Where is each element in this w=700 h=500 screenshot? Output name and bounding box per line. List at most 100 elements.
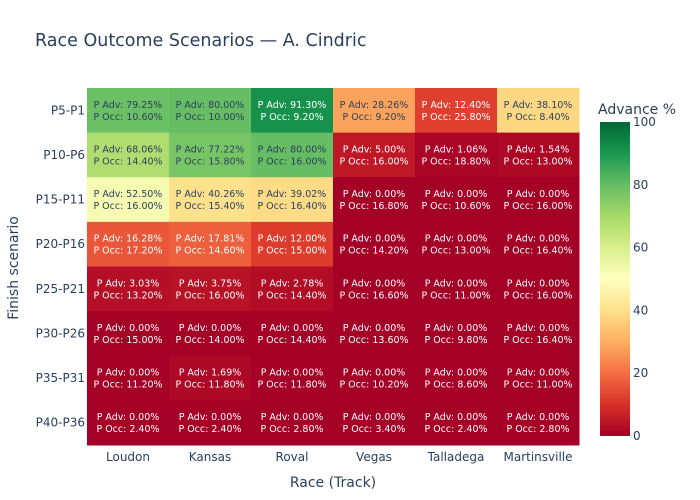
heatmap-cell: [251, 311, 334, 357]
cell-label-adv: P Adv: 0.00%: [425, 368, 488, 379]
colorbar-gradient: [600, 122, 630, 436]
cell-label-adv: P Adv: 1.69%: [179, 368, 242, 379]
heatmap-cell: [251, 400, 334, 446]
cell-label-adv: P Adv: 5.00%: [343, 144, 406, 155]
cell-label-occ: P Occ: 14.20%: [339, 246, 408, 257]
y-tick-label: P35-P31: [36, 371, 85, 385]
cell-label-adv: P Adv: 2.78%: [261, 278, 324, 289]
cell-label-adv: P Adv: 0.00%: [179, 412, 242, 423]
cell-label-occ: P Occ: 14.40%: [93, 156, 162, 167]
heatmap-cell: [497, 132, 580, 178]
heatmap-cell: [169, 132, 252, 178]
heatmap-cell: [415, 177, 498, 223]
cell-label-occ: P Occ: 2.40%: [178, 424, 241, 435]
cell-label-occ: P Occ: 15.00%: [257, 246, 326, 257]
heatmap-cell: [415, 311, 498, 357]
heatmap-cell: [497, 177, 580, 223]
cell-label-adv: P Adv: 0.00%: [507, 412, 570, 423]
cell-label-adv: P Adv: 0.00%: [343, 278, 406, 289]
y-tick-label: P20-P16: [36, 237, 85, 251]
cell-label-adv: P Adv: 0.00%: [425, 189, 488, 200]
chart-title: Race Outcome Scenarios — A. Cindric: [35, 31, 366, 51]
cell-label-adv: P Adv: 39.02%: [258, 189, 327, 200]
cell-label-adv: P Adv: 91.30%: [258, 100, 327, 111]
heatmap-cell: [251, 132, 334, 178]
cell-label-occ: P Occ: 2.40%: [96, 424, 159, 435]
heatmap-cell: [415, 132, 498, 178]
cell-label-adv: P Adv: 77.22%: [176, 144, 245, 155]
x-axis-ticks: Loudon Kansas Roval Vegas Talladega Martinsvi…: [106, 450, 573, 464]
heatmap-cell: [169, 311, 252, 357]
y-tick-label: P25-P21: [36, 282, 85, 296]
heatmap-cell: [333, 177, 416, 223]
cell-label-occ: P Occ: 2.80%: [506, 424, 569, 435]
cell-label-occ: P Occ: 16.00%: [503, 201, 572, 212]
colorbar-tick-label: 20: [633, 366, 648, 380]
cell-label-occ: P Occ: 14.00%: [175, 335, 244, 346]
cell-label-occ: P Occ: 10.20%: [339, 380, 408, 391]
cell-label-occ: P Occ: 9.80%: [424, 335, 487, 346]
cell-label-occ: P Occ: 2.80%: [260, 424, 323, 435]
cell-label-adv: P Adv: 16.28%: [94, 234, 163, 245]
cell-label-occ: P Occ: 13.00%: [503, 156, 572, 167]
heatmap-cell: [497, 355, 580, 401]
colorbar-tick-label: 0: [633, 429, 641, 443]
cell-label-adv: P Adv: 79.25%: [94, 100, 163, 111]
heatmap-cell: [169, 177, 252, 223]
cell-label-adv: P Adv: 17.81%: [176, 234, 245, 245]
cell-label-occ: P Occ: 16.60%: [339, 290, 408, 301]
cell-label-occ: P Occ: 8.60%: [424, 380, 487, 391]
cell-label-adv: P Adv: 0.00%: [425, 234, 488, 245]
heatmap-cell: [333, 266, 416, 312]
cell-label-occ: P Occ: 17.20%: [93, 246, 162, 257]
x-tick-label: Vegas: [356, 450, 392, 464]
heatmap-cell: [333, 311, 416, 357]
heatmap-cell: [87, 311, 170, 357]
cell-label-occ: P Occ: 14.40%: [257, 335, 326, 346]
cell-label-occ: P Occ: 11.00%: [503, 380, 572, 391]
cell-label-occ: P Occ: 14.40%: [257, 290, 326, 301]
heatmap-cell: [251, 266, 334, 312]
x-tick-label: Talladega: [427, 450, 485, 464]
heatmap-cell: [169, 221, 252, 267]
heatmap-cell: [169, 400, 252, 446]
cell-label-adv: P Adv: 0.00%: [343, 189, 406, 200]
cell-label-occ: P Occ: 13.60%: [339, 335, 408, 346]
cell-label-occ: P Occ: 10.00%: [175, 112, 244, 123]
heatmap-cell: [251, 221, 334, 267]
heatmap-cell: [415, 400, 498, 446]
colorbar-title: Advance %: [598, 102, 676, 118]
heatmap-cell: [251, 177, 334, 223]
heatmap-cell: [169, 88, 252, 134]
cell-label-adv: P Adv: 28.26%: [340, 100, 409, 111]
cell-label-occ: P Occ: 16.40%: [503, 335, 572, 346]
cell-label-occ: P Occ: 15.40%: [175, 201, 244, 212]
heatmap-cell: [497, 311, 580, 357]
heatmap-cell: [333, 132, 416, 178]
heatmap-cell: [333, 88, 416, 134]
heatmap-cell: [333, 221, 416, 267]
cell-label-occ: P Occ: 16.80%: [339, 201, 408, 212]
colorbar-tick-label: 80: [633, 178, 648, 192]
x-tick-label: Roval: [276, 450, 309, 464]
cell-label-adv: P Adv: 80.00%: [176, 100, 245, 111]
cell-label-occ: P Occ: 16.40%: [257, 201, 326, 212]
heatmap-cell: [87, 400, 170, 446]
y-axis-ticks: P5-P1 P10-P6 P15-P11 P20-P16 P25-P21 P30-P26 P…: [36, 103, 85, 429]
colorbar-tick-label: 60: [633, 241, 648, 255]
cell-label-adv: P Adv: 38.10%: [504, 100, 573, 111]
cell-label-adv: P Adv: 0.00%: [425, 278, 488, 289]
cell-label-occ: P Occ: 8.40%: [506, 112, 569, 123]
cell-label-occ: P Occ: 16.00%: [257, 156, 326, 167]
heatmap-cell: [415, 88, 498, 134]
cell-label-adv: P Adv: 0.00%: [343, 412, 406, 423]
cell-label-adv: P Adv: 0.00%: [507, 234, 570, 245]
cell-label-adv: P Adv: 0.00%: [261, 412, 324, 423]
heatmap-cell: [169, 266, 252, 312]
heatmap-cell: [87, 132, 170, 178]
heatmap-cell: [251, 355, 334, 401]
cell-label-adv: P Adv: 3.03%: [97, 278, 160, 289]
cell-label-occ: P Occ: 18.80%: [421, 156, 490, 167]
cell-label-adv: P Adv: 80.00%: [258, 144, 327, 155]
cell-label-occ: P Occ: 25.80%: [421, 112, 490, 123]
